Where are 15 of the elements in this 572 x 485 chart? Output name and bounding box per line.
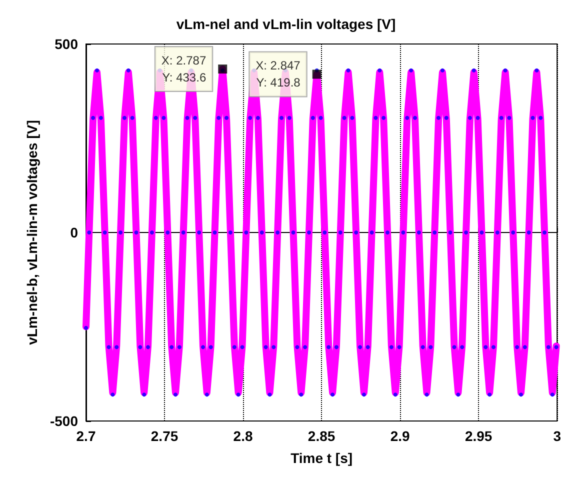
annotation: X: 2.787 Y: 433.6 [161, 54, 206, 85]
y-tick-label: -500 [50, 413, 78, 429]
chart-title: vLm-nel and vLm-lin voltages [V] [176, 16, 396, 32]
x-axis-title: Time t [s] [290, 450, 353, 466]
x-tick-label: 2.95 [464, 428, 492, 444]
annotation: X: 2.847 Y: 419.8 [256, 58, 301, 90]
x-tick-label: 2.7 [76, 428, 96, 444]
x-tick-label: 3 [553, 428, 562, 444]
y-axis-title: vLm-nel-b, vLm-lin-m voltages [V] [24, 120, 40, 345]
y-tick-label: 0 [70, 224, 78, 240]
x-tick-label: 2.85 [308, 428, 336, 444]
x-tick-label: 2.75 [150, 428, 178, 444]
y-tick-label: 500 [54, 36, 78, 52]
x-tick-label: 2.9 [390, 428, 410, 444]
x-tick-label: 2.8 [233, 428, 253, 444]
